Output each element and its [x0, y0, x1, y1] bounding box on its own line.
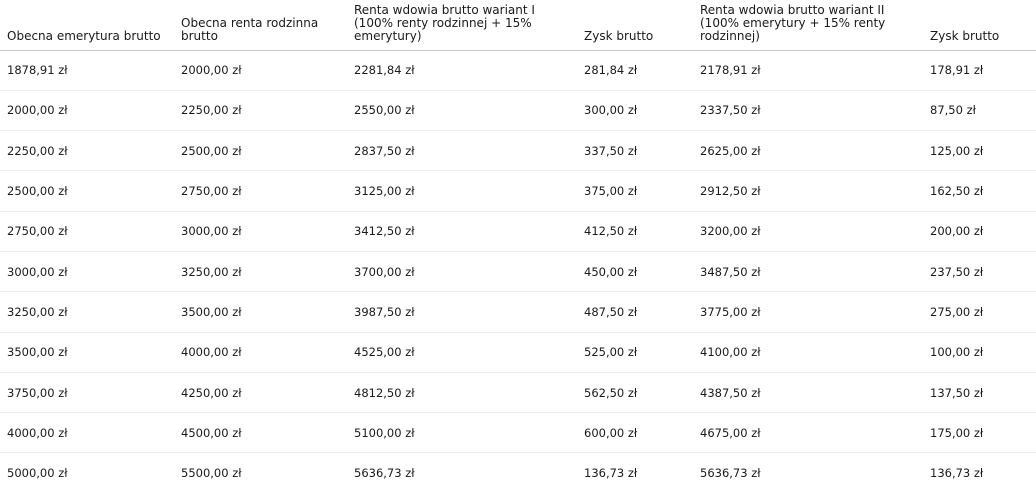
- cell-current-family-pension: 4000,00 zł: [181, 345, 242, 360]
- cell-widow-pension-variant-1: 4525,00 zł: [354, 345, 415, 360]
- cell-widow-pension-variant-1: 3987,50 zł: [354, 304, 415, 319]
- cell-widow-pension-variant-1: 2550,00 zł: [354, 103, 415, 118]
- cell-widow-pension-variant-2: 2625,00 zł: [700, 143, 761, 158]
- table-row: 3250,00 zł 3500,00 zł 3987,50 zł 487,50 zł 3…: [0, 292, 1036, 333]
- cell-widow-pension-variant-2: 4387,50 zł: [700, 385, 761, 400]
- cell-widow-pension-variant-1: 3412,50 zł: [354, 224, 415, 239]
- cell-gain-variant-1: 281,84 zł: [584, 63, 638, 78]
- cell-current-pension: 2750,00 zł: [7, 224, 68, 239]
- cell-current-family-pension: 2750,00 zł: [181, 184, 242, 199]
- cell-current-pension: 3000,00 zł: [7, 264, 68, 279]
- cell-gain-variant-1: 600,00 zł: [584, 425, 638, 440]
- table-row: 2000,00 zł 2250,00 zł 2550,00 zł 300,00 zł 2…: [0, 90, 1036, 131]
- cell-widow-pension-variant-1: 5100,00 zł: [354, 425, 415, 440]
- header-widow-pension-variant-2: Renta wdowia brutto wariant II (100% eme…: [700, 2, 886, 43]
- header-widow-pension-variant-1: Renta wdowia brutto wariant I (100% rent…: [354, 2, 535, 43]
- cell-widow-pension-variant-1: 4812,50 zł: [354, 385, 415, 400]
- cell-widow-pension-variant-2: 3775,00 zł: [700, 304, 761, 319]
- cell-current-family-pension: 2500,00 zł: [181, 143, 242, 158]
- cell-widow-pension-variant-2: 5636,73 zł: [700, 466, 761, 481]
- cell-current-pension: 5000,00 zł: [7, 466, 68, 481]
- cell-widow-pension-variant-2: 2337,50 zł: [700, 103, 761, 118]
- cell-gain-variant-1: 562,50 zł: [584, 385, 638, 400]
- cell-gain-variant-1: 375,00 zł: [584, 184, 638, 199]
- cell-current-family-pension: 4500,00 zł: [181, 425, 242, 440]
- cell-widow-pension-variant-2: 3487,50 zł: [700, 264, 761, 279]
- cell-widow-pension-variant-1: 5636,73 zł: [354, 466, 415, 481]
- cell-gain-variant-1: 525,00 zł: [584, 345, 638, 360]
- header-row: Obecna emerytura brutto Obecna renta rod…: [0, 0, 1036, 50]
- header-current-family-pension: Obecna renta rodzinna brutto: [181, 15, 319, 43]
- cell-widow-pension-variant-2: 2912,50 zł: [700, 184, 761, 199]
- cell-gain-variant-2: 175,00 zł: [930, 425, 984, 440]
- table-row: 1878,91 zł 2000,00 zł 2281,84 zł 281,84 zł 2…: [0, 50, 1036, 91]
- table-row: 2750,00 zł 3000,00 zł 3412,50 zł 412,50 zł 3…: [0, 211, 1036, 252]
- cell-widow-pension-variant-2: 2178,91 zł: [700, 63, 761, 78]
- cell-widow-pension-variant-1: 3700,00 zł: [354, 264, 415, 279]
- cell-current-pension: 2250,00 zł: [7, 143, 68, 158]
- cell-widow-pension-variant-2: 4100,00 zł: [700, 345, 761, 360]
- cell-widow-pension-variant-1: 2281,84 zł: [354, 63, 415, 78]
- cell-current-pension: 1878,91 zł: [7, 63, 68, 78]
- table-body: 1878,91 zł 2000,00 zł 2281,84 zł 281,84 zł 2…: [0, 50, 1036, 493]
- cell-current-pension: 3750,00 zł: [7, 385, 68, 400]
- cell-current-pension: 3250,00 zł: [7, 304, 68, 319]
- table-row: 2250,00 zł 2500,00 zł 2837,50 zł 337,50 zł 2…: [0, 131, 1036, 171]
- table-row: 3000,00 zł 3250,00 zł 3700,00 zł 450,00 zł 3…: [0, 251, 1036, 292]
- table-row: 3750,00 zł 4250,00 zł 4812,50 zł 562,50 zł 4…: [0, 372, 1036, 413]
- cell-current-pension: 3500,00 zł: [7, 345, 68, 360]
- cell-current-family-pension: 2000,00 zł: [181, 63, 242, 78]
- cell-gain-variant-1: 300,00 zł: [584, 103, 638, 118]
- cell-gain-variant-1: 487,50 zł: [584, 304, 638, 319]
- table-header: Obecna emerytura brutto Obecna renta rod…: [0, 0, 1036, 50]
- cell-widow-pension-variant-2: 3200,00 zł: [700, 224, 761, 239]
- cell-gain-variant-2: 237,50 zł: [930, 264, 984, 279]
- cell-gain-variant-2: 162,50 zł: [930, 184, 984, 199]
- cell-widow-pension-variant-1: 2837,50 zł: [354, 143, 415, 158]
- cell-gain-variant-1: 412,50 zł: [584, 224, 638, 239]
- cell-current-family-pension: 5500,00 zł: [181, 466, 242, 481]
- cell-widow-pension-variant-1: 3125,00 zł: [354, 184, 415, 199]
- cell-current-family-pension: 3500,00 zł: [181, 304, 242, 319]
- table-row: 3500,00 zł 4000,00 zł 4525,00 zł 525,00 zł 4…: [0, 332, 1036, 373]
- cell-current-family-pension: 2250,00 zł: [181, 103, 242, 118]
- table-row: 5000,00 zł 5500,00 zł 5636,73 zł 136,73 zł 5…: [0, 453, 1036, 493]
- cell-gain-variant-2: 275,00 zł: [930, 304, 984, 319]
- cell-gain-variant-2: 178,91 zł: [930, 63, 984, 78]
- cell-gain-variant-2: 100,00 zł: [930, 345, 984, 360]
- header-gain-variant-1: Zysk brutto: [584, 28, 654, 43]
- cell-gain-variant-2: 136,73 zł: [930, 466, 984, 481]
- cell-current-pension: 2500,00 zł: [7, 184, 68, 199]
- cell-widow-pension-variant-2: 4675,00 zł: [700, 425, 761, 440]
- cell-gain-variant-1: 450,00 zł: [584, 264, 638, 279]
- cell-current-pension: 2000,00 zł: [7, 103, 68, 118]
- cell-gain-variant-1: 136,73 zł: [584, 466, 638, 481]
- cell-gain-variant-2: 137,50 zł: [930, 385, 984, 400]
- cell-gain-variant-2: 200,00 zł: [930, 224, 984, 239]
- table-row: 4000,00 zł 4500,00 zł 5100,00 zł 600,00 zł 4…: [0, 413, 1036, 453]
- header-gain-variant-2: Zysk brutto: [930, 28, 1000, 43]
- table-row: 2500,00 zł 2750,00 zł 3125,00 zł 375,00 zł 2…: [0, 171, 1036, 212]
- cell-gain-variant-2: 87,50 zł: [930, 103, 976, 118]
- cell-current-family-pension: 4250,00 zł: [181, 385, 242, 400]
- cell-current-pension: 4000,00 zł: [7, 425, 68, 440]
- cell-gain-variant-1: 337,50 zł: [584, 143, 638, 158]
- cell-current-family-pension: 3000,00 zł: [181, 224, 242, 239]
- cell-current-family-pension: 3250,00 zł: [181, 264, 242, 279]
- cell-gain-variant-2: 125,00 zł: [930, 143, 984, 158]
- header-current-pension: Obecna emerytura brutto: [7, 28, 161, 43]
